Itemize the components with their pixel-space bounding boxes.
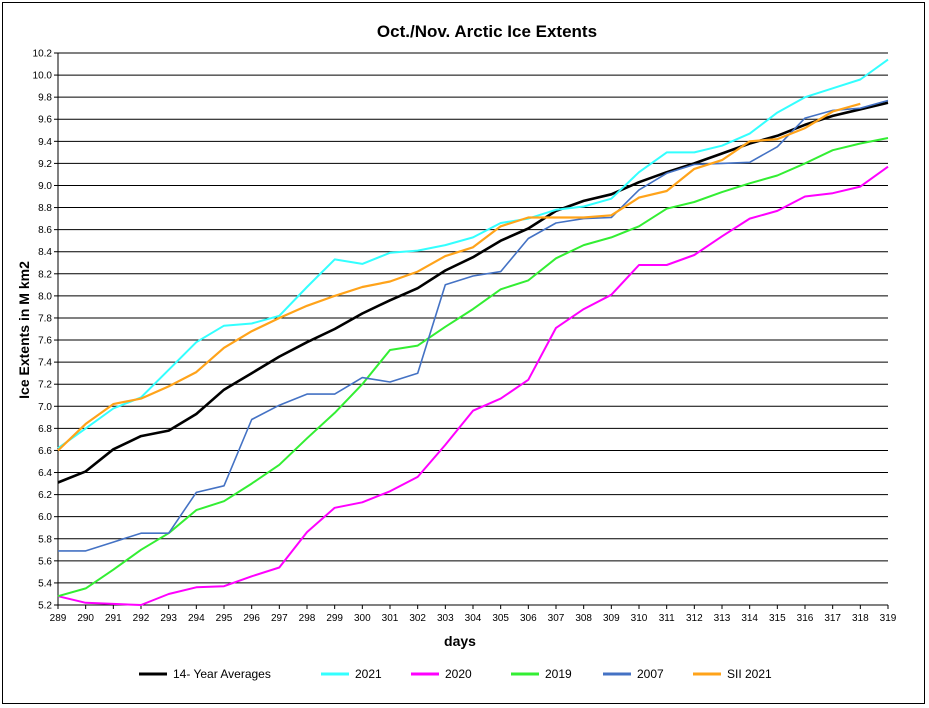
x-tick-label: 305 bbox=[492, 613, 509, 624]
x-axis-title: days bbox=[444, 633, 476, 649]
y-tick-label: 6.4 bbox=[38, 468, 52, 479]
y-tick-label: 10.0 bbox=[33, 71, 53, 82]
y-tick-label: 8.2 bbox=[38, 269, 52, 280]
y-tick-label: 6.8 bbox=[38, 424, 52, 435]
x-tick-label: 304 bbox=[465, 613, 482, 624]
series-line-14-year-averages bbox=[57, 101, 889, 484]
series-line-2007 bbox=[58, 99, 889, 552]
x-tick-label: 313 bbox=[714, 613, 731, 624]
x-tick-label: 317 bbox=[824, 613, 841, 624]
y-tick-label: 7.8 bbox=[38, 313, 52, 324]
x-tick-label: 315 bbox=[769, 613, 786, 624]
y-tick-label: 8.6 bbox=[38, 225, 52, 236]
y-tick-label: 9.8 bbox=[38, 93, 52, 104]
y-tick-label: 9.6 bbox=[38, 115, 52, 126]
y-tick-label: 6.6 bbox=[38, 446, 52, 457]
x-tick-label: 298 bbox=[299, 613, 316, 624]
x-tick-label: 297 bbox=[271, 613, 288, 624]
legend: 14- Year Averages 2021 2020 2019 2007 SII 202… bbox=[139, 667, 772, 681]
x-tick-label: 300 bbox=[354, 613, 371, 624]
x-tick-label: 295 bbox=[216, 613, 233, 624]
x-tick-label: 319 bbox=[880, 613, 897, 624]
legend-label: SII 2021 bbox=[727, 667, 772, 681]
y-tick-label: 5.2 bbox=[38, 601, 52, 612]
legend-label: 2021 bbox=[355, 667, 382, 681]
y-axis-title: Ice Extents in M km2 bbox=[16, 261, 32, 399]
x-tick-label: 307 bbox=[548, 613, 565, 624]
x-tick-label: 303 bbox=[437, 613, 454, 624]
legend-label: 2020 bbox=[445, 667, 472, 681]
series-line-2020 bbox=[57, 165, 889, 606]
y-tick-label: 8.8 bbox=[38, 203, 52, 214]
y-tick-label: 6.0 bbox=[38, 512, 52, 523]
x-tick-label: 289 bbox=[50, 613, 67, 624]
x-tick-label: 310 bbox=[631, 613, 648, 624]
y-tick-label: 7.6 bbox=[38, 336, 52, 347]
y-tick-label: 7.2 bbox=[38, 380, 52, 391]
x-tick-label: 309 bbox=[603, 613, 620, 624]
y-tick-label: 8.0 bbox=[38, 291, 52, 302]
x-tick-label: 293 bbox=[160, 613, 177, 624]
y-tick-label: 5.8 bbox=[38, 534, 52, 545]
series-line-sii-2021 bbox=[57, 102, 861, 452]
y-tick-label: 9.2 bbox=[38, 159, 52, 170]
x-tick-label: 290 bbox=[77, 613, 94, 624]
y-tick-label: 7.0 bbox=[38, 402, 52, 413]
series-line-2021 bbox=[57, 58, 889, 450]
x-tick-label: 294 bbox=[188, 613, 205, 624]
y-tick-label: 8.4 bbox=[38, 247, 52, 258]
chart-title: Oct./Nov. Arctic Ice Extents bbox=[377, 22, 597, 41]
x-tick-label: 306 bbox=[520, 613, 537, 624]
y-tick-label: 10.2 bbox=[33, 49, 53, 60]
x-tick-label: 316 bbox=[797, 613, 814, 624]
x-tick-label: 299 bbox=[326, 613, 343, 624]
x-tick-label: 292 bbox=[133, 613, 150, 624]
x-tick-label: 314 bbox=[741, 613, 758, 624]
legend-label: 2019 bbox=[545, 667, 572, 681]
x-tick-label: 311 bbox=[659, 613, 675, 624]
x-tick-label: 318 bbox=[852, 613, 869, 624]
chart-svg: Oct./Nov. Arctic Ice Extents 5.25.45.65.… bbox=[16, 22, 897, 681]
legend-label: 14- Year Averages bbox=[173, 667, 271, 681]
x-tick-label: 296 bbox=[243, 613, 260, 624]
x-tick-label: 302 bbox=[409, 613, 426, 624]
y-tick-label: 5.6 bbox=[38, 556, 52, 567]
axis-layer: 5.2 5.4 5.6 5.8 6.0 6.2 6.4 6.6 6.8 7.0 7.2 7.4 7.6 7… bbox=[33, 49, 897, 625]
series-line-2019 bbox=[57, 137, 889, 598]
y-tick-label: 9.0 bbox=[38, 181, 52, 192]
x-tick-label: 291 bbox=[105, 613, 122, 624]
x-tick-label: 301 bbox=[382, 613, 399, 624]
y-tick-label: 6.2 bbox=[38, 490, 52, 501]
y-tick-label: 7.4 bbox=[38, 358, 52, 369]
series-layer bbox=[57, 58, 889, 606]
y-tick-label: 9.4 bbox=[38, 137, 52, 148]
x-tick-label: 312 bbox=[686, 613, 703, 624]
legend-label: 2007 bbox=[637, 667, 664, 681]
x-tick-label: 308 bbox=[575, 613, 592, 624]
y-tick-label: 5.4 bbox=[38, 578, 52, 589]
